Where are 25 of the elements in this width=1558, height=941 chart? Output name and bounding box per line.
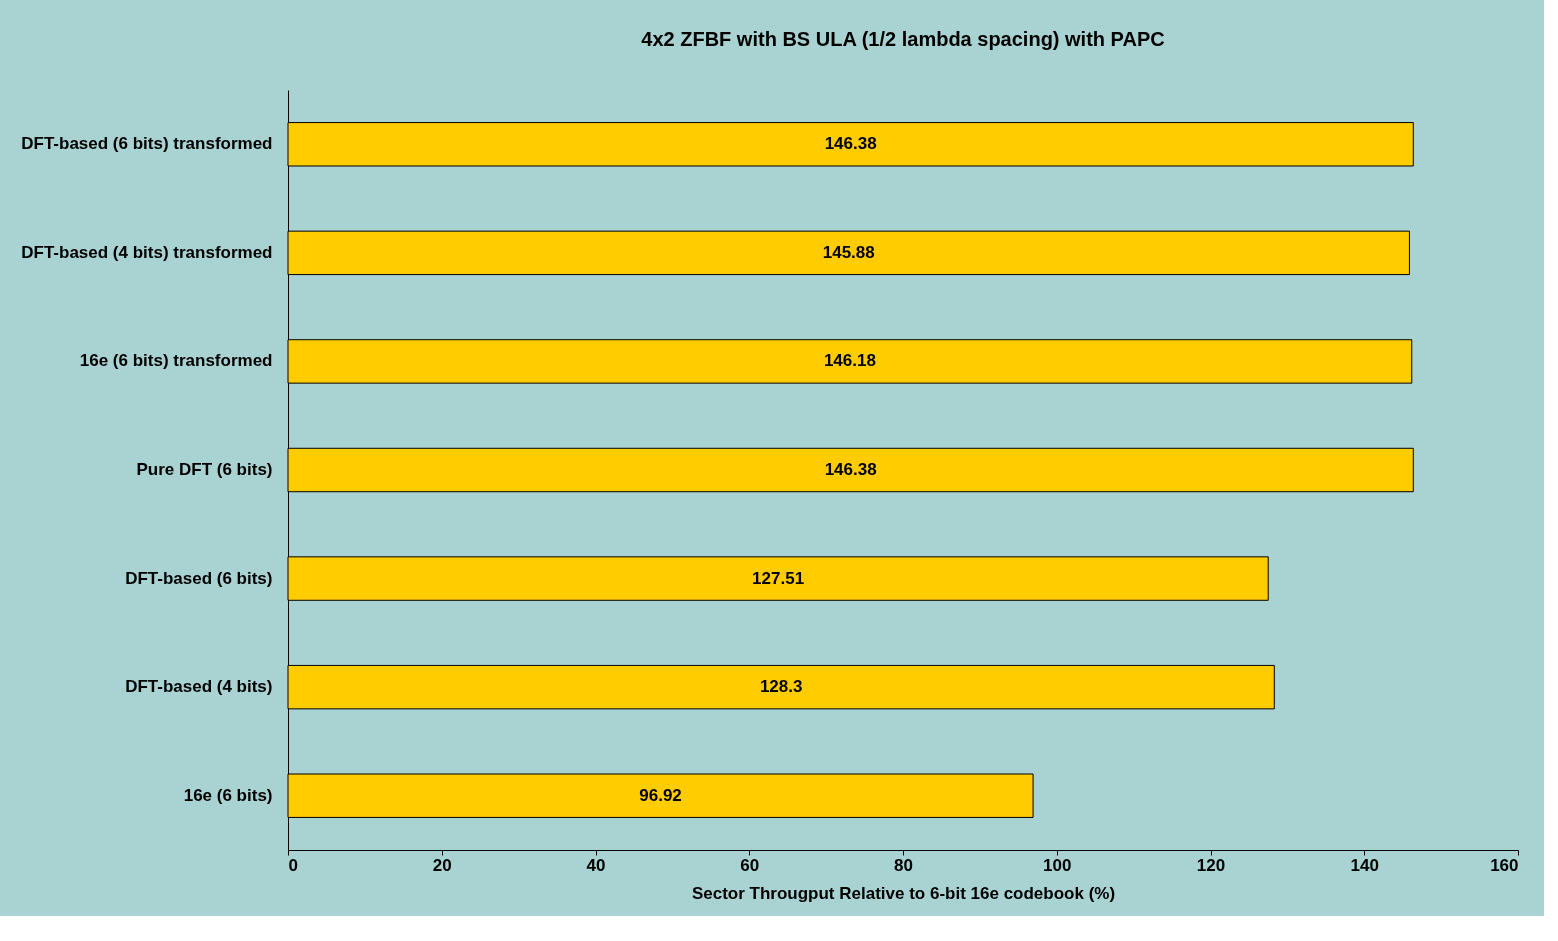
x-tick-label: 100	[1043, 855, 1072, 875]
x-tick-label: 80	[894, 855, 913, 875]
x-tick-label: 20	[432, 855, 452, 875]
x-tick-label: 40	[586, 855, 606, 875]
chart-title: 4x2 ZFBF with BS ULA (1/2 lambda spacing) with PAPC	[641, 28, 1165, 50]
data-label: 96.92	[639, 785, 682, 805]
y-tick-label: DFT-based (6 bits)	[125, 568, 273, 588]
data-label: 128.3	[759, 677, 803, 697]
data-label: 146.38	[824, 460, 877, 479]
y-tick-label: DFT-based (6 bits) transformed	[21, 134, 273, 154]
data-label: 127.51	[752, 568, 805, 588]
data-label: 146.18	[823, 351, 876, 371]
x-tick-label: 120	[1196, 855, 1226, 875]
y-tick-label: 16e (6 bits)	[183, 785, 273, 805]
y-tick-label: Pure DFT (6 bits)	[136, 460, 273, 479]
y-tick-label: DFT-based (4 bits)	[125, 677, 273, 697]
x-axis-title: Sector Througput Relative to 6-bit 16e codebook (%)	[691, 883, 1116, 903]
data-label: 145.88	[822, 242, 875, 262]
x-tick-label: 60	[740, 855, 760, 875]
x-tick-label: 160	[1490, 855, 1519, 875]
x-tick-label: 140	[1350, 855, 1379, 875]
data-label: 146.38	[824, 134, 877, 154]
x-tick-label: 0	[288, 855, 298, 875]
y-tick-label: DFT-based (4 bits) transformed	[21, 242, 273, 262]
y-tick-label: 16e (6 bits) transformed	[79, 351, 273, 371]
